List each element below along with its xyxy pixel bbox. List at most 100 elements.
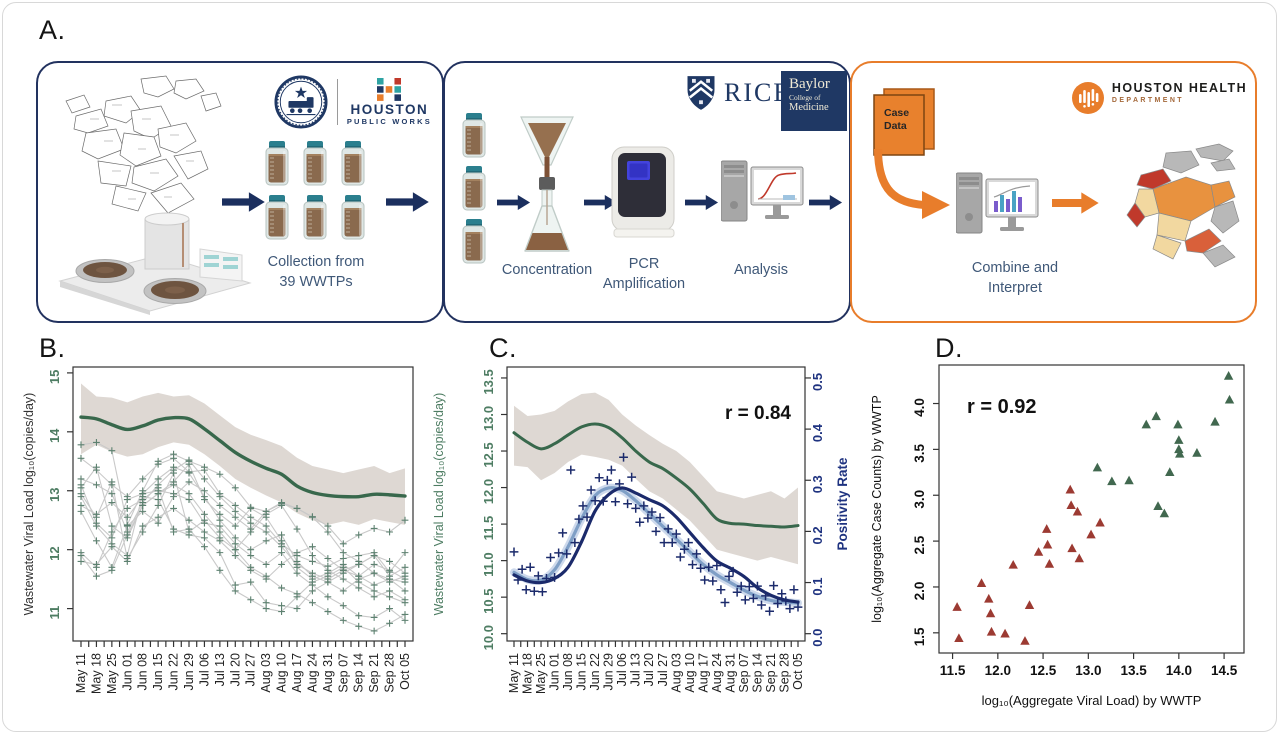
svg-text:Jul 13: Jul 13 — [629, 653, 643, 686]
svg-text:Aug 24: Aug 24 — [710, 653, 724, 693]
svg-text:3.0: 3.0 — [912, 490, 927, 509]
svg-text:0.2: 0.2 — [810, 526, 825, 544]
svg-text:13.5: 13.5 — [1120, 663, 1147, 678]
svg-text:Wastewater Viral Load log₁₀(co: Wastewater Viral Load log₁₀(copies/day) — [432, 393, 446, 616]
svg-text:3.5: 3.5 — [912, 444, 927, 463]
svg-text:Jun 22: Jun 22 — [167, 653, 181, 691]
case-data-documents-icon — [873, 88, 935, 156]
choropleth-map-icon — [1126, 143, 1240, 268]
hpw-h-mark-icon — [377, 78, 402, 101]
svg-text:Positivity Rate: Positivity Rate — [835, 457, 850, 551]
svg-text:Jul 20: Jul 20 — [642, 653, 656, 686]
svg-text:May 25: May 25 — [534, 653, 548, 694]
sample-bottles-column-icon — [462, 113, 486, 264]
collection-caption: Collection from 39 WWTPs — [267, 254, 365, 290]
svg-text:Jun 29: Jun 29 — [602, 653, 616, 691]
svg-text:Sep 14: Sep 14 — [750, 653, 764, 693]
svg-text:Aug 03: Aug 03 — [259, 653, 273, 693]
svg-text:Sep 21: Sep 21 — [764, 653, 778, 693]
svg-text:11.0: 11.0 — [481, 552, 496, 577]
svg-text:Aug 03: Aug 03 — [669, 653, 683, 693]
city-of-houston-seal-icon — [274, 75, 328, 129]
baylor-line1: Baylor — [789, 76, 830, 92]
svg-text:Jul 13: Jul 13 — [213, 653, 227, 686]
panel-b-chart: 11 12 13 14 15 May 11 May 18 May 25 Jun 01 Jun 08… — [22, 366, 414, 694]
svg-text:Aug 24: Aug 24 — [305, 653, 319, 693]
flow-arrow-icon — [685, 194, 719, 211]
case-data-label: Case Data — [884, 107, 910, 133]
rice-shield-icon — [687, 76, 715, 110]
svg-text:Sep 14: Sep 14 — [352, 653, 366, 693]
combine-caption: Combine and Interpret — [971, 260, 1059, 296]
svg-text:12.5: 12.5 — [1030, 663, 1057, 678]
sample-bottles-icon — [265, 141, 365, 240]
panel-c-chart: 10.0 10.5 11.0 11.5 12.0 12.5 13.0 13.5 0.0 0.1 0.… — [432, 366, 850, 694]
flow-arrow-icon — [809, 194, 843, 211]
svg-text:Jul 20: Jul 20 — [228, 653, 242, 686]
svg-text:Jun 22: Jun 22 — [588, 653, 602, 691]
svg-text:13: 13 — [47, 488, 62, 502]
svg-text:2.0: 2.0 — [912, 582, 927, 601]
svg-text:May 18: May 18 — [521, 653, 535, 694]
svg-text:Jul 06: Jul 06 — [197, 653, 211, 686]
svg-text:1.5: 1.5 — [912, 627, 927, 646]
svg-text:r = 0.84: r = 0.84 — [725, 403, 791, 424]
svg-text:Wastewater Viral Load log₁₀(co: Wastewater Viral Load log₁₀(copies/day) — [22, 393, 36, 616]
hpw-subname: PUBLIC WORKS — [346, 117, 432, 126]
houston-health-department-logo: HOUSTON HEALTH DEPARTMENT — [1071, 81, 1247, 115]
svg-text:10.5: 10.5 — [481, 589, 496, 614]
svg-text:Aug 31: Aug 31 — [321, 653, 335, 693]
svg-text:4.0: 4.0 — [912, 398, 927, 417]
svg-text:14.5: 14.5 — [1211, 663, 1238, 678]
houston-public-works-logo: HOUSTON PUBLIC WORKS — [274, 75, 432, 129]
svg-text:11: 11 — [47, 606, 62, 620]
rice-university-logo: RICE — [685, 75, 791, 111]
svg-text:Oct 05: Oct 05 — [791, 653, 805, 690]
pcr-machine-icon — [611, 146, 675, 238]
svg-text:11.5: 11.5 — [481, 516, 496, 541]
svg-text:r = 0.92: r = 0.92 — [967, 396, 1037, 418]
svg-text:0.0: 0.0 — [810, 629, 825, 647]
svg-text:Oct 05: Oct 05 — [398, 653, 412, 690]
panel-d-chart: 11.5 12.0 12.5 13.0 13.5 14.0 14.5 1.5 2.0 2.5 3.0… — [870, 364, 1245, 708]
sewer-service-area-map-sketch — [65, 75, 222, 214]
hhd-subname: DEPARTMENT — [1111, 97, 1184, 104]
pcr-caption: PCR Amplification — [602, 256, 686, 292]
svg-text:0.1: 0.1 — [810, 578, 825, 596]
panel-c-label: C. — [489, 333, 517, 363]
svg-text:12.0: 12.0 — [985, 663, 1011, 678]
svg-text:log₁₀(Aggregate Case Counts) b: log₁₀(Aggregate Case Counts) by WWTP — [870, 395, 884, 623]
svg-text:Aug 10: Aug 10 — [275, 653, 289, 693]
svg-text:Sep 28: Sep 28 — [777, 653, 791, 693]
svg-text:2.5: 2.5 — [912, 535, 927, 554]
logo-divider — [336, 79, 338, 125]
svg-text:Aug 17: Aug 17 — [290, 653, 304, 693]
flow-arrow-icon — [220, 191, 268, 213]
lab-processing-box: Concentration PCR Amplification Analysis… — [443, 61, 851, 323]
svg-text:0.5: 0.5 — [810, 373, 825, 391]
svg-text:13.5: 13.5 — [481, 369, 496, 394]
rice-wordmark: RICE — [724, 78, 792, 107]
flow-arrow-icon — [384, 191, 432, 213]
collection-workflow-box: Collection from 39 WWTPs HOUSTON — [36, 61, 444, 323]
svg-text:13.0: 13.0 — [1075, 663, 1101, 678]
panel-b-label: B. — [39, 333, 66, 363]
svg-text:14: 14 — [47, 428, 62, 443]
svg-text:Aug 17: Aug 17 — [696, 653, 710, 693]
svg-text:14.0: 14.0 — [1166, 663, 1192, 678]
svg-text:Jul 27: Jul 27 — [244, 653, 258, 686]
concentration-funnel-flask-icon — [520, 116, 574, 252]
svg-text:Jul 06: Jul 06 — [615, 653, 629, 686]
flow-arrow-icon — [1050, 191, 1102, 215]
svg-text:0.3: 0.3 — [810, 475, 825, 493]
svg-text:10.0: 10.0 — [481, 625, 496, 650]
hhd-name: HOUSTON HEALTH — [1111, 81, 1247, 95]
svg-text:log₁₀(Aggregate Viral Load) by: log₁₀(Aggregate Viral Load) by WWTP — [982, 693, 1202, 708]
hpw-name: HOUSTON — [350, 102, 429, 117]
baylor-line3: Medicine — [789, 102, 829, 114]
svg-text:0.4: 0.4 — [810, 423, 825, 442]
svg-text:Jun 08: Jun 08 — [136, 653, 150, 691]
svg-text:Aug 31: Aug 31 — [723, 653, 737, 693]
svg-text:May 11: May 11 — [74, 653, 88, 693]
